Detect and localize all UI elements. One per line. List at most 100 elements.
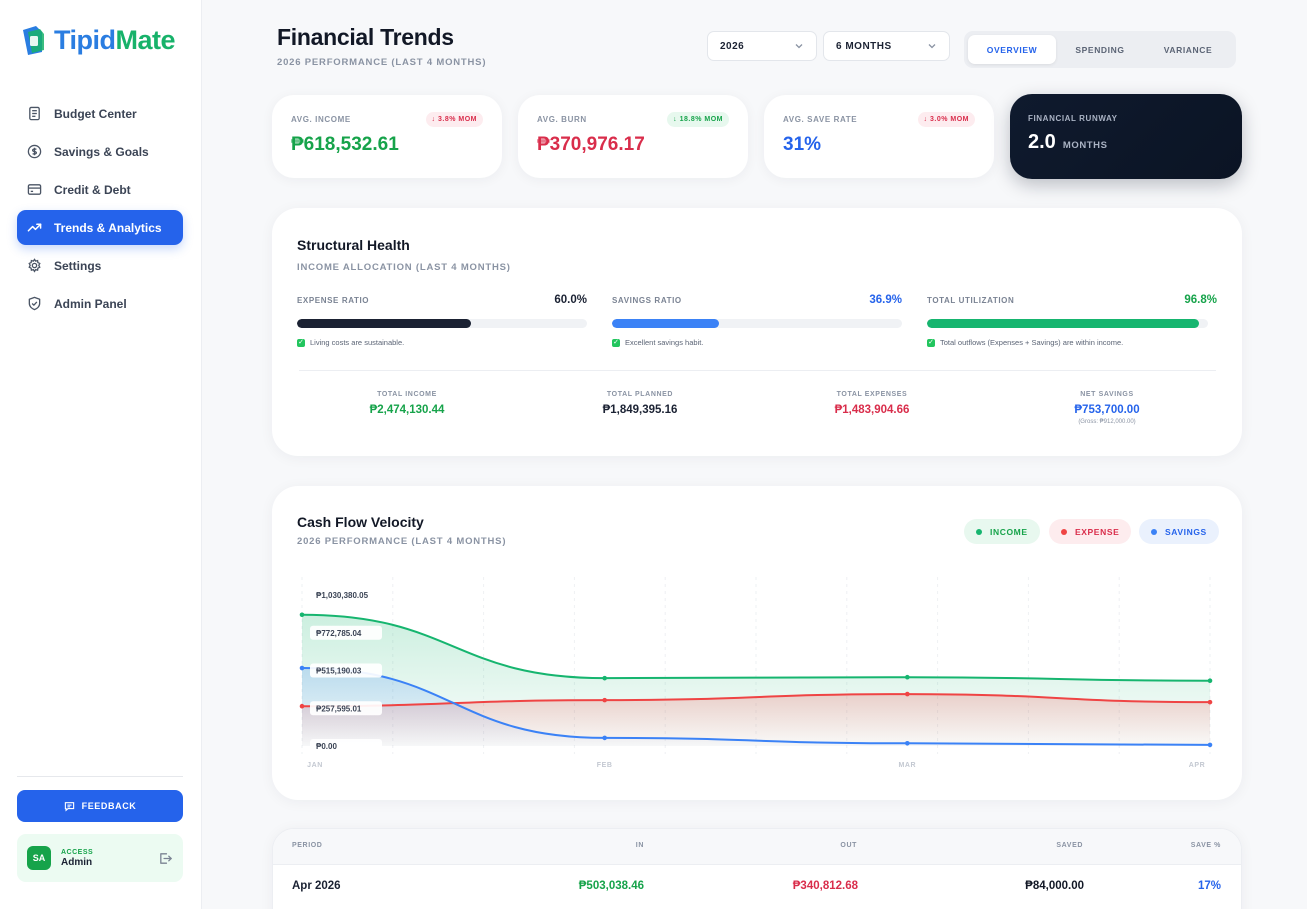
column-header: PERIOD	[292, 842, 323, 849]
y-tick-label: ₱1,030,380.05	[316, 591, 369, 600]
legend-expense[interactable]: EXPENSE	[1049, 519, 1132, 544]
sidebar-item-admin-panel[interactable]: Admin Panel	[17, 286, 183, 321]
feedback-label: FEEDBACK	[81, 801, 137, 811]
point-income[interactable]	[1207, 678, 1213, 684]
period-table: PERIOD IN OUT SAVED SAVE % Apr 2026 ₱503…	[272, 828, 1242, 909]
kpi-value: 31%	[783, 134, 822, 155]
check-icon: ✓	[612, 338, 620, 347]
total-value: ₱1,849,395.16	[602, 404, 678, 416]
app-logo[interactable]: TipidMate	[20, 22, 176, 58]
cell-saved: ₱84,000.00	[1025, 880, 1084, 892]
line-income[interactable]	[301, 613, 1211, 682]
svg-text:₱0.00: ₱0.00	[316, 742, 337, 751]
point-savings[interactable]	[602, 735, 607, 741]
feedback-button[interactable]: FEEDBACK	[17, 790, 183, 822]
point-expense[interactable]	[602, 697, 607, 703]
chevron-down-icon	[928, 44, 936, 49]
point-income[interactable]	[299, 612, 305, 618]
column-header: IN	[635, 842, 644, 849]
total-planned: TOTAL PLANNED ₱1,849,395.16	[530, 391, 750, 416]
ratio-label: EXPENSE RATIO	[297, 295, 370, 305]
logo-icon	[23, 26, 44, 55]
legend-savings[interactable]: SAVINGS	[1139, 519, 1219, 544]
logout-icon[interactable]	[158, 851, 173, 866]
range-select-value: 6 MONTHS	[836, 40, 892, 52]
point-income[interactable]	[602, 675, 607, 681]
tab-spending[interactable]: SPENDING	[1075, 44, 1125, 55]
cash-flow-chart: ₱1,030,380.05 ₱772,785.04 ₱515,190.03 ₱257,…	[299, 577, 1213, 769]
legend-label: EXPENSE	[1075, 526, 1120, 537]
point-savings[interactable]	[299, 665, 305, 671]
kpi-badge: ↓ 3.8% MOM	[425, 112, 483, 127]
total-label: NET SAVINGS	[1080, 391, 1134, 398]
year-select[interactable]: 2026	[707, 31, 817, 61]
legend-dot	[1151, 528, 1157, 535]
cell-in: ₱503,038.46	[578, 880, 644, 892]
point-savings[interactable]	[905, 741, 910, 746]
trend-icon	[27, 223, 42, 232]
cell-out: ₱340,812.68	[792, 880, 858, 892]
point-savings[interactable]	[1207, 742, 1213, 748]
cash-flow-card: Cash Flow Velocity 2026 PERFORMANCE (LAS…	[272, 486, 1242, 800]
net-savings: NET SAVINGS ₱753,700.00 (Gross: ₱912,000…	[997, 391, 1217, 425]
progress-fill	[612, 319, 719, 328]
total-label: TOTAL INCOME	[377, 391, 437, 398]
sidebar-item-label: Settings	[54, 258, 102, 273]
page-title: Financial Trends	[277, 24, 454, 50]
progress-fill	[297, 319, 471, 328]
kpi-label: AVG. BURN	[537, 115, 587, 124]
point-income[interactable]	[905, 674, 910, 680]
sidebar-item-credit-debt[interactable]: Credit & Debt	[17, 172, 183, 207]
ratio-value: 60.0%	[554, 294, 587, 306]
kpi-value: ₱370,976.17	[537, 134, 645, 155]
kpi-avg-save-rate: AVG. SAVE RATE ↓ 3.0% MOM 31%	[764, 95, 994, 178]
ratio-note: Excellent savings habit.	[625, 338, 704, 347]
sidebar: TipidMate Budget Center Savings & Goals …	[0, 0, 202, 909]
sidebar-item-savings-goals[interactable]: Savings & Goals	[17, 134, 183, 169]
sidebar-item-trends-analytics[interactable]: Trends & Analytics	[17, 210, 183, 245]
divider	[299, 370, 1216, 371]
y-tick-label: ₱257,595.01	[310, 701, 382, 716]
kpi-avg-burn: AVG. BURN ↓ 18.8% MOM ₱370,976.17	[518, 95, 748, 178]
point-expense[interactable]	[1207, 699, 1213, 705]
legend-label: SAVINGS	[1165, 526, 1207, 537]
sidebar-item-label: Savings & Goals	[54, 144, 149, 159]
cell-period: Apr 2026	[292, 880, 341, 892]
total-value: ₱753,700.00	[1074, 404, 1140, 416]
x-tick-label: FEB	[597, 762, 613, 769]
column-header: SAVE %	[1190, 842, 1221, 849]
y-tick-label: ₱0.00	[310, 739, 382, 753]
kpi-label: AVG. SAVE RATE	[783, 115, 858, 124]
sidebar-item-settings[interactable]: Settings	[17, 248, 183, 283]
line-savings[interactable]	[301, 667, 1211, 746]
range-select[interactable]: 6 MONTHS	[823, 31, 950, 61]
total-label: TOTAL EXPENSES	[836, 391, 908, 398]
sidebar-item-budget-center[interactable]: Budget Center	[17, 96, 183, 131]
tab-overview[interactable]: OVERVIEW	[968, 35, 1056, 64]
kpi-value: ₱618,532.61	[291, 134, 399, 155]
savings-ratio: SAVINGS RATIO 36.9% ✓ Excellent savings h…	[612, 294, 902, 347]
legend-income[interactable]: INCOME	[964, 519, 1040, 544]
progress-track	[297, 319, 587, 328]
cell-save-pct: 17%	[1197, 880, 1221, 892]
point-expense[interactable]	[905, 691, 910, 697]
total-sub: (Gross: ₱912,000.00)	[1078, 419, 1136, 425]
kpi-value: 2.0	[1028, 131, 1056, 153]
area-savings	[302, 668, 1210, 746]
ratio-note: Living costs are sustainable.	[310, 338, 405, 347]
point-expense[interactable]	[299, 703, 305, 709]
x-tick-label: MAR	[898, 762, 916, 769]
ratio-note: Total outflows (Expenses + Savings) are …	[940, 338, 1124, 347]
sidebar-nav: Budget Center Savings & Goals Credit & D…	[17, 96, 183, 324]
tab-variance[interactable]: VARIANCE	[1163, 44, 1213, 55]
gear-icon	[28, 258, 41, 273]
card-subtitle: INCOME ALLOCATION (LAST 4 MONTHS)	[297, 262, 511, 273]
chat-icon	[64, 801, 74, 811]
legend-dot	[1061, 528, 1067, 535]
total-expenses: TOTAL EXPENSES ₱1,483,904.66	[762, 391, 982, 416]
svg-text:₱515,190.03: ₱515,190.03	[316, 667, 362, 676]
sidebar-item-label: Trends & Analytics	[54, 220, 162, 235]
x-tick-label: APR	[1189, 762, 1206, 769]
structural-health-card: Structural Health INCOME ALLOCATION (LAS…	[272, 208, 1242, 456]
ratio-label: SAVINGS RATIO	[612, 295, 682, 305]
